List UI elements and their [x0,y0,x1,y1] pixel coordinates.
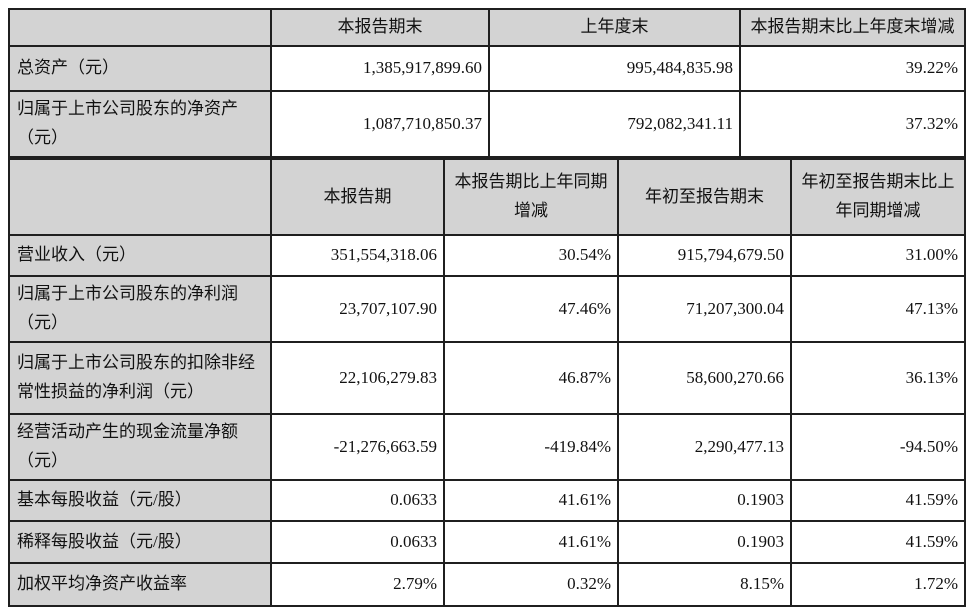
value-cell: 41.59% [790,520,966,564]
value-cell: 41.61% [443,520,619,564]
value-cell: 23,707,107.90 [270,275,445,343]
value-cell: 47.46% [443,275,619,343]
table-row: 加权平均净资产收益率 2.79% 0.32% 8.15% 1.72% [8,562,966,607]
value-cell: 792,082,341.11 [488,90,741,158]
value-cell: -21,276,663.59 [270,413,445,481]
table-row: 归属于上市公司股东的扣除非经常性损益的净利润（元） 22,106,279.83 … [8,341,966,415]
value-cell: 37.32% [739,90,966,158]
value-cell: -94.50% [790,413,966,481]
row-label-operating-revenue: 营业收入（元） [8,234,272,277]
value-cell: 47.13% [790,275,966,343]
period-performance-table: 本报告期 本报告期比上年同期增减 年初至报告期末 年初至报告期末比上年同期增减 … [8,158,966,607]
row-label-operating-cash-flow: 经营活动产生的现金流量净额（元） [8,413,272,481]
value-cell: 351,554,318.06 [270,234,445,277]
table-header-row: 本报告期末 上年度末 本报告期末比上年度末增减 [8,8,966,47]
value-cell: 995,484,835.98 [488,45,741,92]
value-cell: 31.00% [790,234,966,277]
table-row: 总资产（元） 1,385,917,899.60 995,484,835.98 3… [8,45,966,92]
header-current-period-end: 本报告期末 [270,8,490,47]
value-cell: 1.72% [790,562,966,607]
value-cell: 2,290,477.13 [617,413,792,481]
row-label-weighted-avg-roe: 加权平均净资产收益率 [8,562,272,607]
table-row: 归属于上市公司股东的净利润（元） 23,707,107.90 47.46% 71… [8,275,966,343]
value-cell: 915,794,679.50 [617,234,792,277]
value-cell: 0.1903 [617,520,792,564]
row-label-total-assets: 总资产（元） [8,45,272,92]
value-cell: 0.0633 [270,520,445,564]
header-ytd: 年初至报告期末 [617,158,792,236]
row-label-basic-eps: 基本每股收益（元/股） [8,479,272,522]
value-cell: 39.22% [739,45,966,92]
value-cell: 1,385,917,899.60 [270,45,490,92]
table-row: 基本每股收益（元/股） 0.0633 41.61% 0.1903 41.59% [8,479,966,522]
value-cell: 46.87% [443,341,619,415]
header-ytd-change: 年初至报告期末比上年同期增减 [790,158,966,236]
table-row: 归属于上市公司股东的净资产（元） 1,087,710,850.37 792,08… [8,90,966,158]
value-cell: 58,600,270.66 [617,341,792,415]
value-cell: 41.59% [790,479,966,522]
row-label-net-profit: 归属于上市公司股东的净利润（元） [8,275,272,343]
financial-summary-sheet: 本报告期末 上年度末 本报告期末比上年度末增减 总资产（元） 1,385,917… [8,8,966,607]
value-cell: 0.1903 [617,479,792,522]
value-cell: 0.32% [443,562,619,607]
header-change-vs-prior-year-end: 本报告期末比上年度末增减 [739,8,966,47]
row-label-net-assets: 归属于上市公司股东的净资产（元） [8,90,272,158]
period-end-summary-table: 本报告期末 上年度末 本报告期末比上年度末增减 总资产（元） 1,385,917… [8,8,966,158]
value-cell: 1,087,710,850.37 [270,90,490,158]
table-row: 营业收入（元） 351,554,318.06 30.54% 915,794,67… [8,234,966,277]
value-cell: 36.13% [790,341,966,415]
table-row: 经营活动产生的现金流量净额（元） -21,276,663.59 -419.84%… [8,413,966,481]
row-label-net-profit-excl-nonrecurring: 归属于上市公司股东的扣除非经常性损益的净利润（元） [8,341,272,415]
value-cell: 30.54% [443,234,619,277]
value-cell: 2.79% [270,562,445,607]
header-empty-cell [8,158,272,236]
header-prior-year-end: 上年度末 [488,8,741,47]
table-row: 稀释每股收益（元/股） 0.0633 41.61% 0.1903 41.59% [8,520,966,564]
header-period-change: 本报告期比上年同期增减 [443,158,619,236]
value-cell: 41.61% [443,479,619,522]
value-cell: 0.0633 [270,479,445,522]
table-header-row: 本报告期 本报告期比上年同期增减 年初至报告期末 年初至报告期末比上年同期增减 [8,158,966,236]
value-cell: -419.84% [443,413,619,481]
value-cell: 22,106,279.83 [270,341,445,415]
row-label-diluted-eps: 稀释每股收益（元/股） [8,520,272,564]
value-cell: 8.15% [617,562,792,607]
header-current-period: 本报告期 [270,158,445,236]
value-cell: 71,207,300.04 [617,275,792,343]
header-empty-cell [8,8,272,47]
